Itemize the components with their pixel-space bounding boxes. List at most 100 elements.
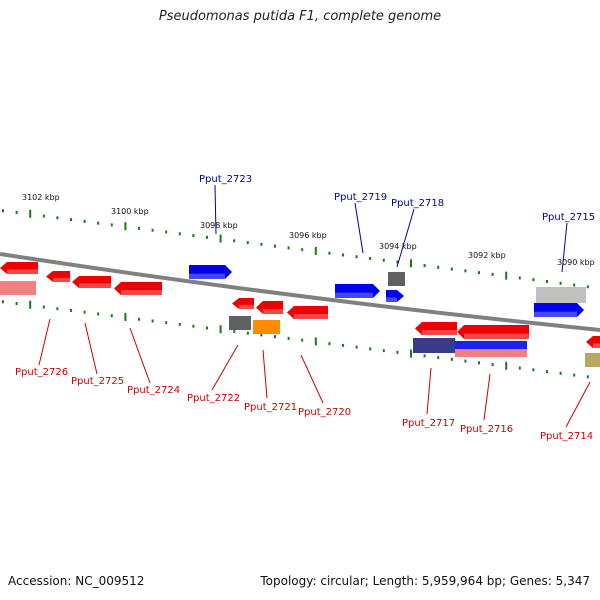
gene-label[interactable]: Pput_2725 <box>71 376 124 387</box>
gene-label[interactable]: Pput_2714 <box>540 431 593 442</box>
scale-tick <box>165 230 168 234</box>
leader-line <box>38 318 51 366</box>
grey-feature[interactable] <box>229 316 251 330</box>
blue-feature[interactable] <box>455 341 527 349</box>
scale-tick <box>532 368 535 372</box>
scale-tick <box>206 235 208 239</box>
scale-tick <box>314 246 317 255</box>
scale-tick <box>532 278 535 282</box>
leader-line <box>211 344 239 391</box>
olive-feature[interactable] <box>585 353 600 367</box>
scale-tick <box>165 321 168 325</box>
gene-label[interactable]: Pput_2722 <box>187 393 240 404</box>
accession-text: Accession: NC_009512 <box>8 574 145 588</box>
gene-label[interactable]: Pput_2721 <box>244 402 297 413</box>
outer-scale-ticks <box>2 209 589 289</box>
leader-line <box>84 322 98 375</box>
gene-label[interactable]: Pput_2726 <box>15 367 68 378</box>
gene-label[interactable]: Pput_2715 <box>542 212 595 223</box>
scale-tick <box>83 310 86 314</box>
gene-arrow[interactable] <box>0 262 38 274</box>
scale-tick <box>178 232 181 236</box>
pink-feature[interactable] <box>455 349 527 357</box>
gene-label[interactable]: Pput_2719 <box>334 192 387 203</box>
scale-tick <box>396 260 399 264</box>
scale-tick <box>192 234 195 238</box>
scale-tick <box>2 209 4 213</box>
gene-arrow[interactable] <box>586 336 600 348</box>
scale-tick <box>246 241 249 245</box>
scale-tick <box>56 216 59 220</box>
scale-tick <box>83 219 86 223</box>
gene-arrow[interactable] <box>534 303 584 317</box>
scale-tick <box>546 279 548 283</box>
scale-label: 3092 kbp <box>468 251 506 260</box>
scale-tick <box>478 271 480 275</box>
gene-arrow[interactable] <box>386 290 404 302</box>
leader-line <box>262 349 268 399</box>
scale-label: 3090 kbp <box>557 258 595 267</box>
scale-tick <box>559 371 562 375</box>
scale-tick <box>151 228 154 232</box>
scale-tick <box>464 359 467 363</box>
gene-leader-lines <box>38 184 591 428</box>
gene-arrow[interactable] <box>46 271 70 282</box>
scale-tick <box>491 272 494 276</box>
gene-label[interactable]: Pput_2716 <box>460 424 513 435</box>
gene-arrow[interactable] <box>232 298 254 309</box>
scale-tick <box>423 264 426 268</box>
scale-tick <box>478 361 480 365</box>
silver-feature[interactable] <box>536 287 586 303</box>
scale-tick <box>29 209 32 218</box>
scale-tick <box>382 258 385 262</box>
gene-label[interactable]: Pput_2724 <box>127 385 180 396</box>
leader-line <box>561 222 568 273</box>
scale-tick <box>586 375 589 379</box>
leader-line <box>354 202 364 254</box>
scale-tick <box>437 356 440 360</box>
gene-arrow[interactable] <box>335 284 380 298</box>
scale-tick <box>287 246 290 250</box>
pink-feature[interactable] <box>0 281 36 295</box>
scale-tick <box>410 349 412 358</box>
scale-tick <box>328 251 331 255</box>
scale-tick <box>219 234 222 243</box>
gene-arrow[interactable] <box>256 301 283 314</box>
scale-tick <box>301 338 304 342</box>
scale-tick <box>287 336 290 340</box>
scale-tick <box>151 319 154 323</box>
scale-tick <box>369 256 372 260</box>
grey-feature[interactable] <box>388 272 405 286</box>
scale-tick <box>260 333 263 337</box>
scale-tick <box>192 324 195 328</box>
scale-labels: 3102 kbp 3100 kbp 3098 kbp 3096 kbp 3094 kbp… <box>22 193 595 267</box>
scale-tick <box>219 325 222 334</box>
orange-feature[interactable] <box>253 320 280 334</box>
gene-arrow[interactable] <box>72 276 111 288</box>
gene-arrow[interactable] <box>114 282 162 295</box>
gene-label[interactable]: Pput_2718 <box>391 198 444 209</box>
leader-line <box>426 367 432 415</box>
scale-tick <box>274 335 276 339</box>
scale-tick <box>138 226 140 230</box>
genome-backbone <box>0 252 600 332</box>
gene-label[interactable]: Pput_2723 <box>199 174 252 185</box>
scale-tick <box>505 271 508 280</box>
gene-label[interactable]: Pput_2720 <box>298 407 351 418</box>
scale-tick <box>2 300 4 304</box>
scale-tick <box>518 276 521 280</box>
gene-arrow[interactable] <box>189 265 232 279</box>
scale-label: 3100 kbp <box>111 207 149 216</box>
scale-label: 3096 kbp <box>289 231 327 240</box>
navy-feature[interactable] <box>413 338 455 353</box>
gene-arrow[interactable] <box>287 306 328 319</box>
scale-tick <box>559 281 562 285</box>
scale-tick <box>342 253 344 257</box>
scale-tick <box>233 329 236 333</box>
gene-label[interactable]: Pput_2717 <box>402 418 455 429</box>
gene-arrow[interactable] <box>415 322 457 335</box>
scale-tick <box>138 317 140 321</box>
scale-tick <box>206 326 208 330</box>
scale-tick <box>464 269 467 273</box>
gene-arrow[interactable] <box>457 325 529 339</box>
